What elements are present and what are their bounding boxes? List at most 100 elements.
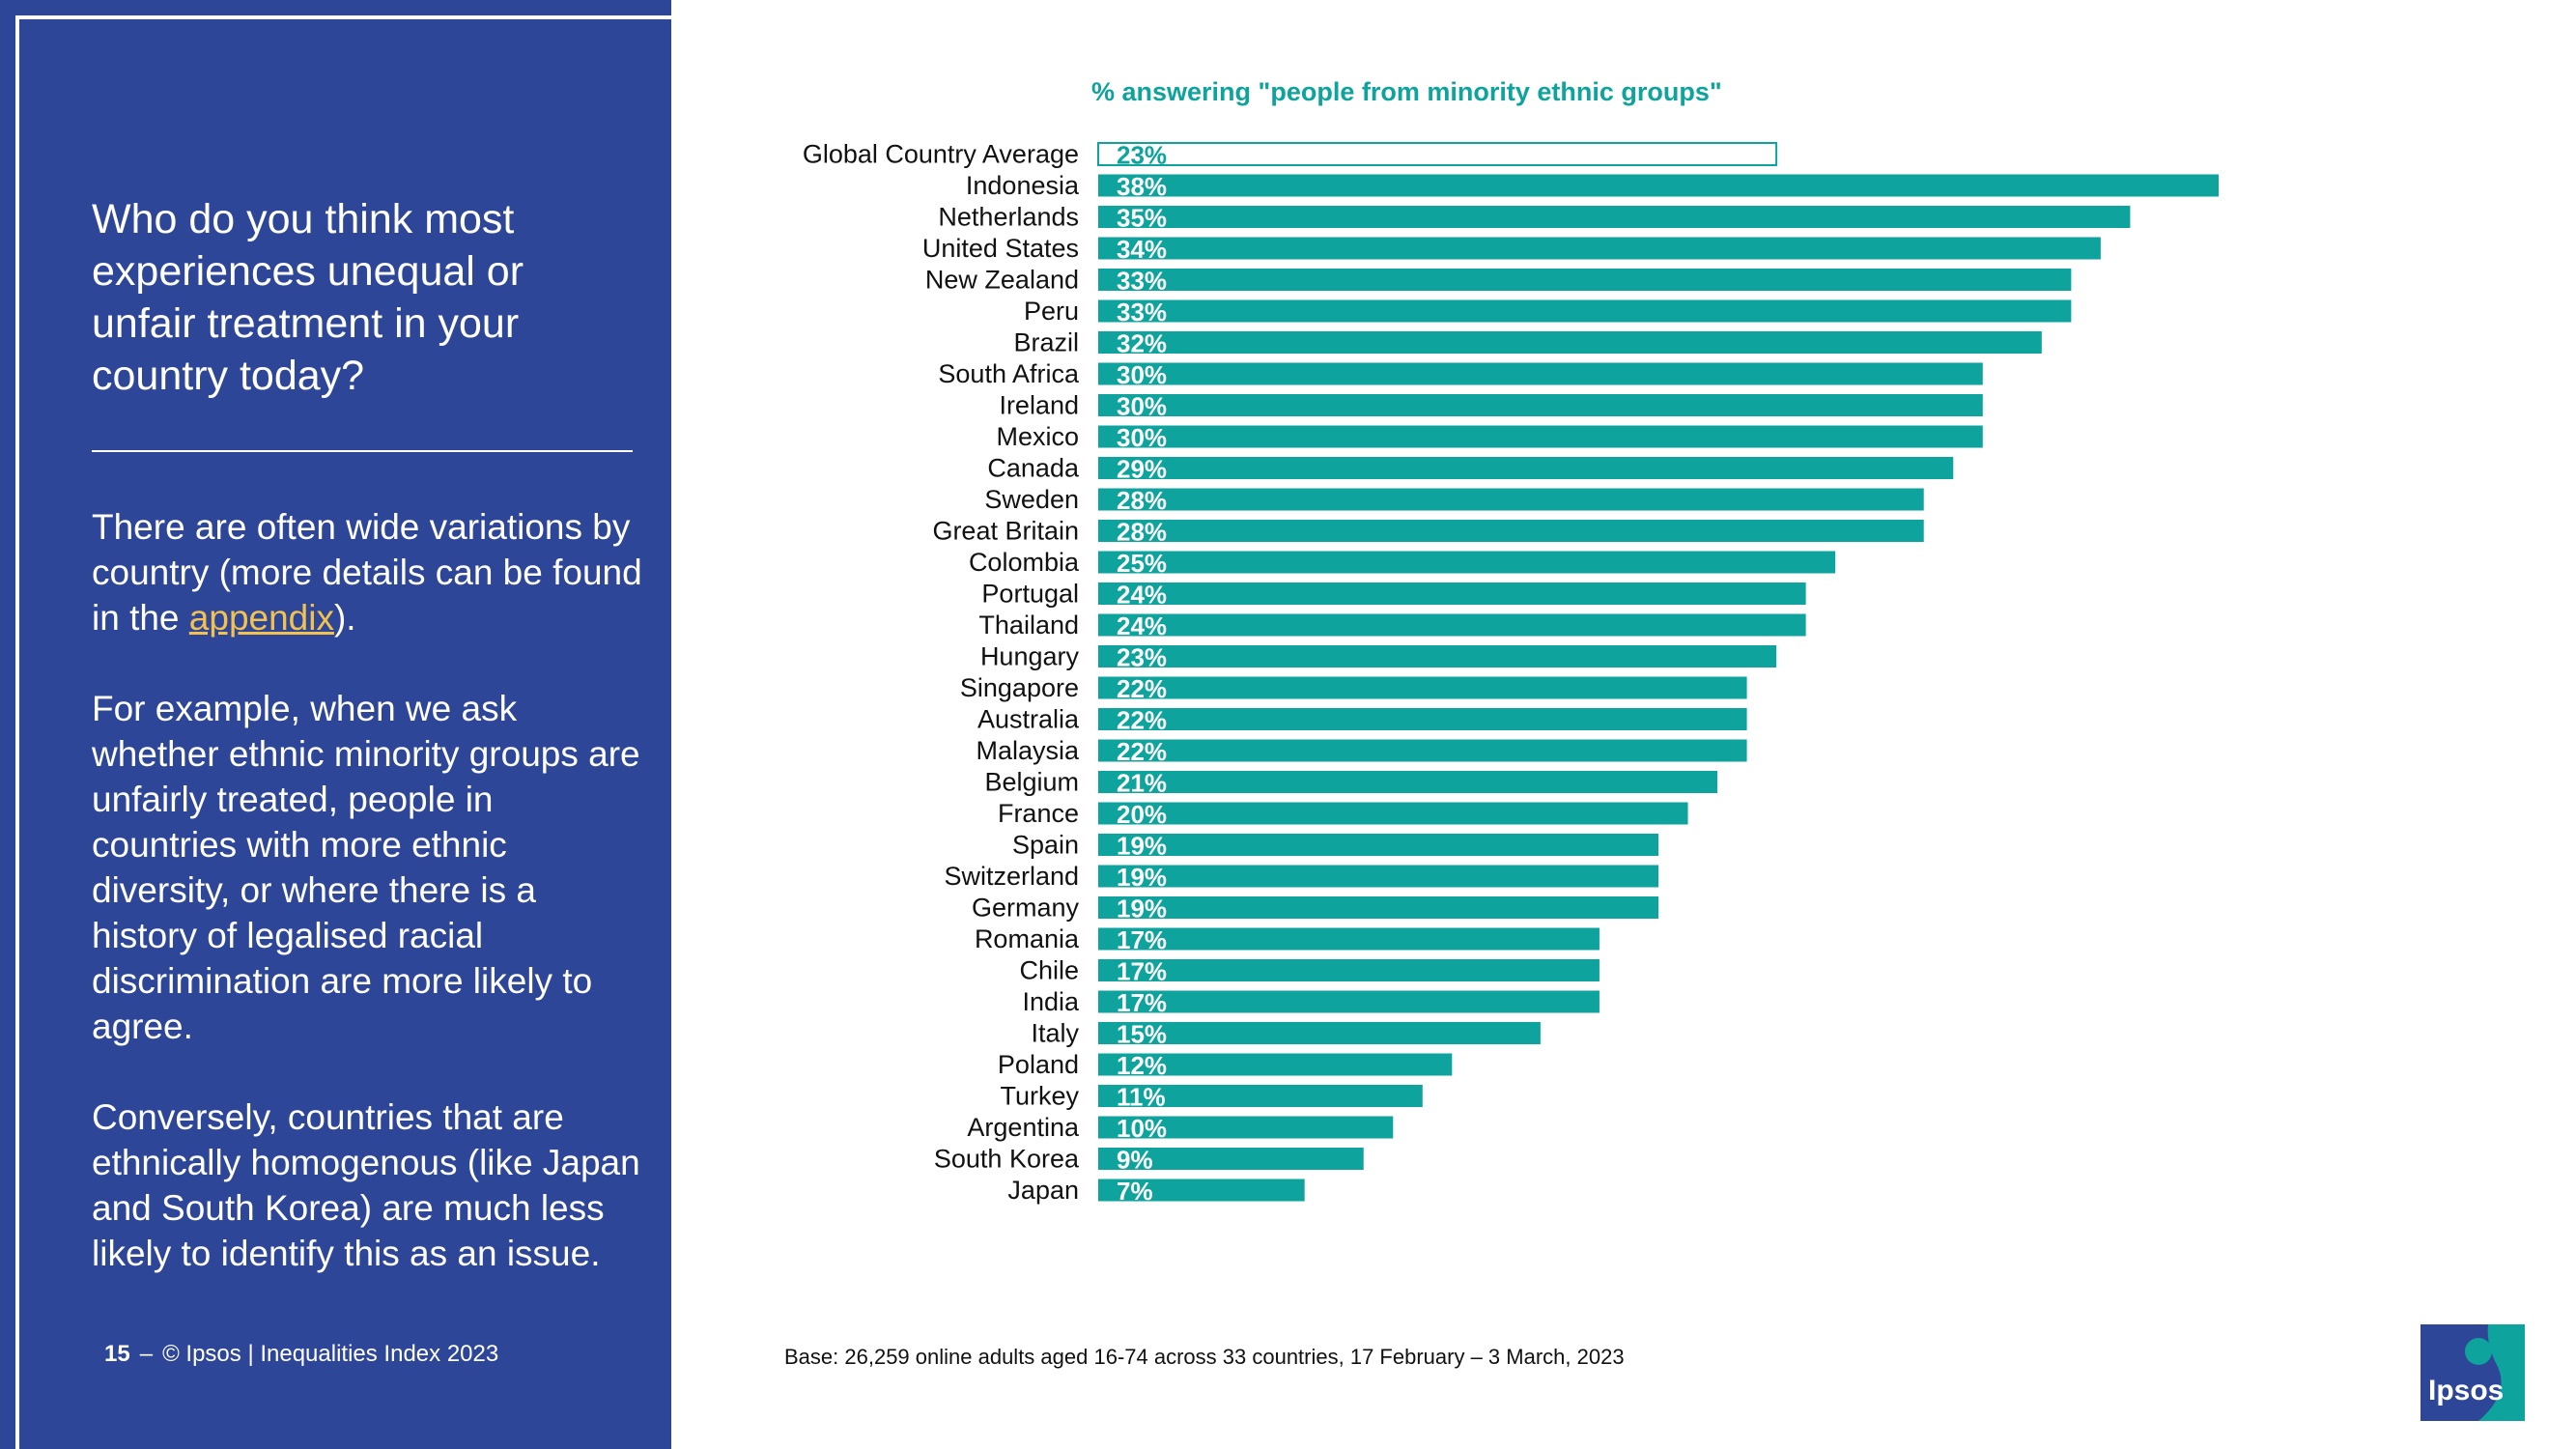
value-label-france: 20% [1117,800,1167,829]
category-label-japan: Japan [1007,1176,1079,1205]
bar-germany [1098,896,1658,919]
value-label-great-britain: 28% [1117,518,1167,547]
category-label-new-zealand: New Zealand [925,266,1079,295]
value-label-spain: 19% [1117,832,1167,861]
value-label-thailand: 24% [1117,611,1167,640]
value-label-india: 17% [1117,988,1167,1017]
category-label-chile: Chile [1019,956,1079,985]
value-label-netherlands: 35% [1117,204,1167,233]
value-label-italy: 15% [1117,1020,1167,1049]
bar-canada [1098,457,1954,479]
category-label-great-britain: Great Britain [932,517,1079,546]
footer-dash: – [139,1341,154,1367]
category-label-australia: Australia [977,705,1080,734]
category-label-thailand: Thailand [978,611,1079,639]
bar-portugal [1098,582,1806,605]
bar-new-zealand [1098,269,2072,291]
bar-malaysia [1098,739,1747,762]
value-label-germany: 19% [1117,895,1167,923]
paragraph-variations: There are often wide variations by count… [92,504,642,640]
bar-mexico [1098,425,1983,448]
value-label-global-country-average: 23% [1117,141,1167,170]
bar-switzerland [1098,865,1658,888]
value-label-hungary: 23% [1117,643,1167,672]
value-label-south-korea: 9% [1117,1146,1153,1175]
value-label-portugal: 24% [1117,581,1167,610]
bar-sweden [1098,488,1924,511]
category-label-belgium: Belgium [984,768,1079,797]
logo-text: Ipsos [2428,1375,2505,1406]
category-label-poland: Poland [998,1050,1079,1079]
paragraph-variations-start: There are often wide variations by count… [92,507,642,638]
paragraph-conversely: Conversely, countries that are ethnicall… [92,1097,640,1273]
value-label-brazil: 32% [1117,329,1167,358]
bar-ireland [1098,394,1983,416]
category-label-singapore: Singapore [960,673,1079,702]
category-label-global-country-average: Global Country Average [803,140,1079,169]
body-text: There are often wide variations by count… [92,504,642,1321]
category-label-south-korea: South Korea [934,1145,1080,1174]
bar-peru [1098,299,2072,323]
value-label-belgium: 21% [1117,769,1167,798]
value-label-new-zealand: 33% [1117,267,1167,296]
paragraph-example: For example, when we ask whether ethnic … [92,689,640,1046]
category-label-brazil: Brazil [1013,328,1079,357]
bar-colombia [1098,551,1836,574]
value-label-sweden: 28% [1117,486,1167,515]
bar-australia [1098,708,1747,730]
value-label-singapore: 22% [1117,674,1167,703]
category-label-hungary: Hungary [980,642,1080,671]
category-label-france: France [998,799,1079,828]
value-label-argentina: 10% [1117,1114,1167,1143]
value-label-south-africa: 30% [1117,360,1167,389]
category-label-germany: Germany [972,894,1080,923]
left-panel: Who do you think most experiences unequa… [0,0,671,1449]
appendix-link[interactable]: appendix [188,598,334,638]
page-number: 15 [104,1341,130,1367]
category-label-colombia: Colombia [969,548,1080,577]
value-label-switzerland: 19% [1117,863,1167,892]
bar-turkey [1098,1085,1423,1107]
value-label-chile: 17% [1117,957,1167,986]
category-label-mexico: Mexico [996,422,1079,451]
category-label-sweden: Sweden [984,485,1079,514]
bar-spain [1098,834,1658,856]
logo-icon [2465,1324,2525,1421]
category-label-malaysia: Malaysia [976,736,1080,765]
bar-south-korea [1098,1148,1364,1170]
category-label-switzerland: Switzerland [944,862,1079,891]
category-label-south-africa: South Africa [938,359,1080,388]
chart-title: % answering "people from minority ethnic… [1091,77,1722,106]
value-label-mexico: 30% [1117,423,1167,452]
category-label-netherlands: Netherlands [938,203,1079,232]
value-label-japan: 7% [1117,1177,1153,1206]
bar-singapore [1098,676,1747,699]
category-label-spain: Spain [1012,831,1079,860]
bar-france [1098,802,1688,825]
category-label-turkey: Turkey [1000,1082,1079,1111]
bar-thailand [1098,613,1806,637]
value-label-romania: 17% [1117,925,1167,954]
question-heading: Who do you think most experiences unequa… [92,196,524,399]
footer-copyright: © Ipsos | Inequalities Index 2023 [162,1341,499,1367]
value-label-ireland: 30% [1117,392,1167,421]
value-label-united-states: 34% [1117,235,1167,264]
category-label-argentina: Argentina [967,1113,1080,1142]
value-label-canada: 29% [1117,455,1167,484]
value-label-colombia: 25% [1117,549,1167,578]
value-label-peru: 33% [1117,298,1167,327]
value-label-australia: 22% [1117,706,1167,735]
bar-argentina [1098,1116,1394,1139]
paragraph-variations-end: ). [333,598,356,638]
bar-global-country-average [1097,142,1778,166]
bar-belgium [1098,771,1718,793]
divider [92,450,633,452]
bar-indonesia [1098,174,2219,197]
panel-frame-line [15,15,671,1449]
category-label-canada: Canada [987,454,1080,483]
category-label-portugal: Portugal [981,580,1079,609]
ipsos-logo: Ipsos [2420,1324,2525,1421]
base-note: Base: 26,259 online adults aged 16-74 ac… [784,1345,1625,1369]
bar-south-africa [1098,362,1983,385]
bar-brazil [1098,331,2042,354]
